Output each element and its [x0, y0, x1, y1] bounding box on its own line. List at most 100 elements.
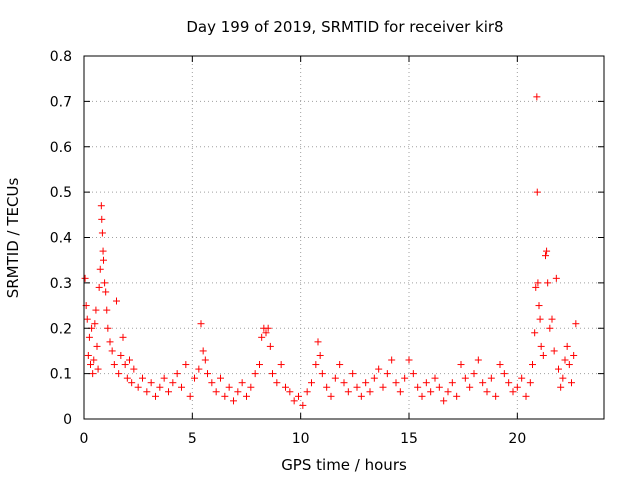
y-axis-title: SRMTID / TECUs — [4, 178, 22, 299]
data-point — [225, 383, 233, 391]
data-point — [191, 374, 198, 382]
y-tick-label: 0.8 — [50, 49, 72, 65]
data-point — [195, 365, 203, 373]
x-tick-label: 10 — [292, 431, 310, 447]
data-point — [90, 356, 98, 364]
data-point — [264, 324, 272, 332]
data-point — [221, 392, 229, 400]
data-point — [165, 388, 172, 396]
data-point — [537, 342, 545, 350]
y-tick-label: 0.1 — [50, 367, 72, 383]
data-point — [113, 297, 120, 305]
data-point — [108, 347, 116, 355]
data-point — [312, 361, 320, 369]
data-point — [84, 351, 92, 359]
data-point — [546, 324, 554, 332]
data-point — [204, 370, 211, 378]
data-point — [199, 347, 207, 355]
data-point — [102, 288, 110, 296]
data-point — [87, 361, 94, 369]
data-point — [518, 374, 526, 382]
data-point — [98, 229, 106, 237]
data-point — [396, 388, 404, 396]
y-tick-label: 0.3 — [50, 276, 72, 292]
x-tick-label: 0 — [80, 431, 89, 447]
data-point — [466, 383, 474, 391]
data-point — [535, 302, 543, 310]
y-tick-label: 0.7 — [50, 94, 72, 110]
data-point — [327, 392, 335, 400]
data-point — [392, 379, 400, 387]
data-point — [366, 388, 374, 396]
data-point — [353, 383, 361, 391]
data-point — [290, 397, 298, 405]
data-point — [448, 379, 456, 387]
data-point — [409, 370, 417, 378]
data-point — [103, 306, 111, 314]
data-point — [340, 379, 348, 387]
data-point — [496, 361, 504, 369]
data-point — [139, 374, 146, 382]
data-point — [208, 379, 216, 387]
data-point — [370, 374, 378, 382]
data-point — [256, 361, 263, 369]
data-point — [492, 392, 500, 400]
data-point — [98, 215, 106, 223]
data-point — [100, 256, 107, 264]
data-point — [93, 342, 101, 350]
data-point — [217, 374, 224, 382]
y-tick-label: 0.4 — [50, 231, 72, 247]
data-point — [552, 274, 560, 282]
data-point — [557, 383, 565, 391]
data-point — [483, 388, 491, 396]
data-point — [383, 370, 391, 378]
data-point — [247, 383, 255, 391]
x-tick-label: 5 — [188, 431, 197, 447]
data-point — [147, 379, 155, 387]
data-point — [470, 370, 478, 378]
data-point — [273, 379, 281, 387]
data-point — [555, 365, 562, 373]
data-point — [565, 361, 573, 369]
data-point — [286, 388, 294, 396]
data-point — [444, 388, 452, 396]
data-point — [92, 306, 100, 314]
data-point — [251, 370, 259, 378]
data-point — [314, 338, 322, 346]
data-point — [536, 315, 544, 323]
data-point — [212, 388, 220, 396]
data-point — [106, 338, 114, 346]
data-point — [563, 342, 571, 350]
x-tick-label: 20 — [508, 431, 526, 447]
data-point — [152, 392, 159, 400]
data-point — [156, 383, 164, 391]
data-point — [414, 383, 422, 391]
data-point — [119, 333, 127, 341]
data-point — [238, 379, 246, 387]
data-point — [269, 370, 276, 378]
chart-title: Day 199 of 2019, SRMTID for receiver kir… — [186, 18, 503, 36]
data-point — [130, 365, 138, 373]
data-point — [534, 279, 542, 287]
data-point — [388, 356, 396, 364]
data-point — [316, 351, 324, 359]
data-point — [95, 283, 103, 291]
data-point — [474, 356, 482, 364]
y-tick-label: 0.5 — [50, 185, 72, 201]
data-point — [548, 315, 556, 323]
data-point — [303, 388, 311, 396]
data-point — [318, 370, 326, 378]
data-point — [117, 351, 125, 359]
data-point — [331, 374, 339, 382]
data-point — [299, 401, 307, 409]
data-point — [427, 388, 435, 396]
data-point — [543, 247, 551, 255]
data-point — [533, 93, 541, 101]
data-point — [258, 333, 266, 341]
data-point — [539, 351, 547, 359]
data-point — [134, 383, 142, 391]
data-point — [91, 320, 99, 328]
data-point — [101, 279, 109, 287]
data-point — [336, 361, 344, 369]
data-point — [529, 361, 536, 369]
